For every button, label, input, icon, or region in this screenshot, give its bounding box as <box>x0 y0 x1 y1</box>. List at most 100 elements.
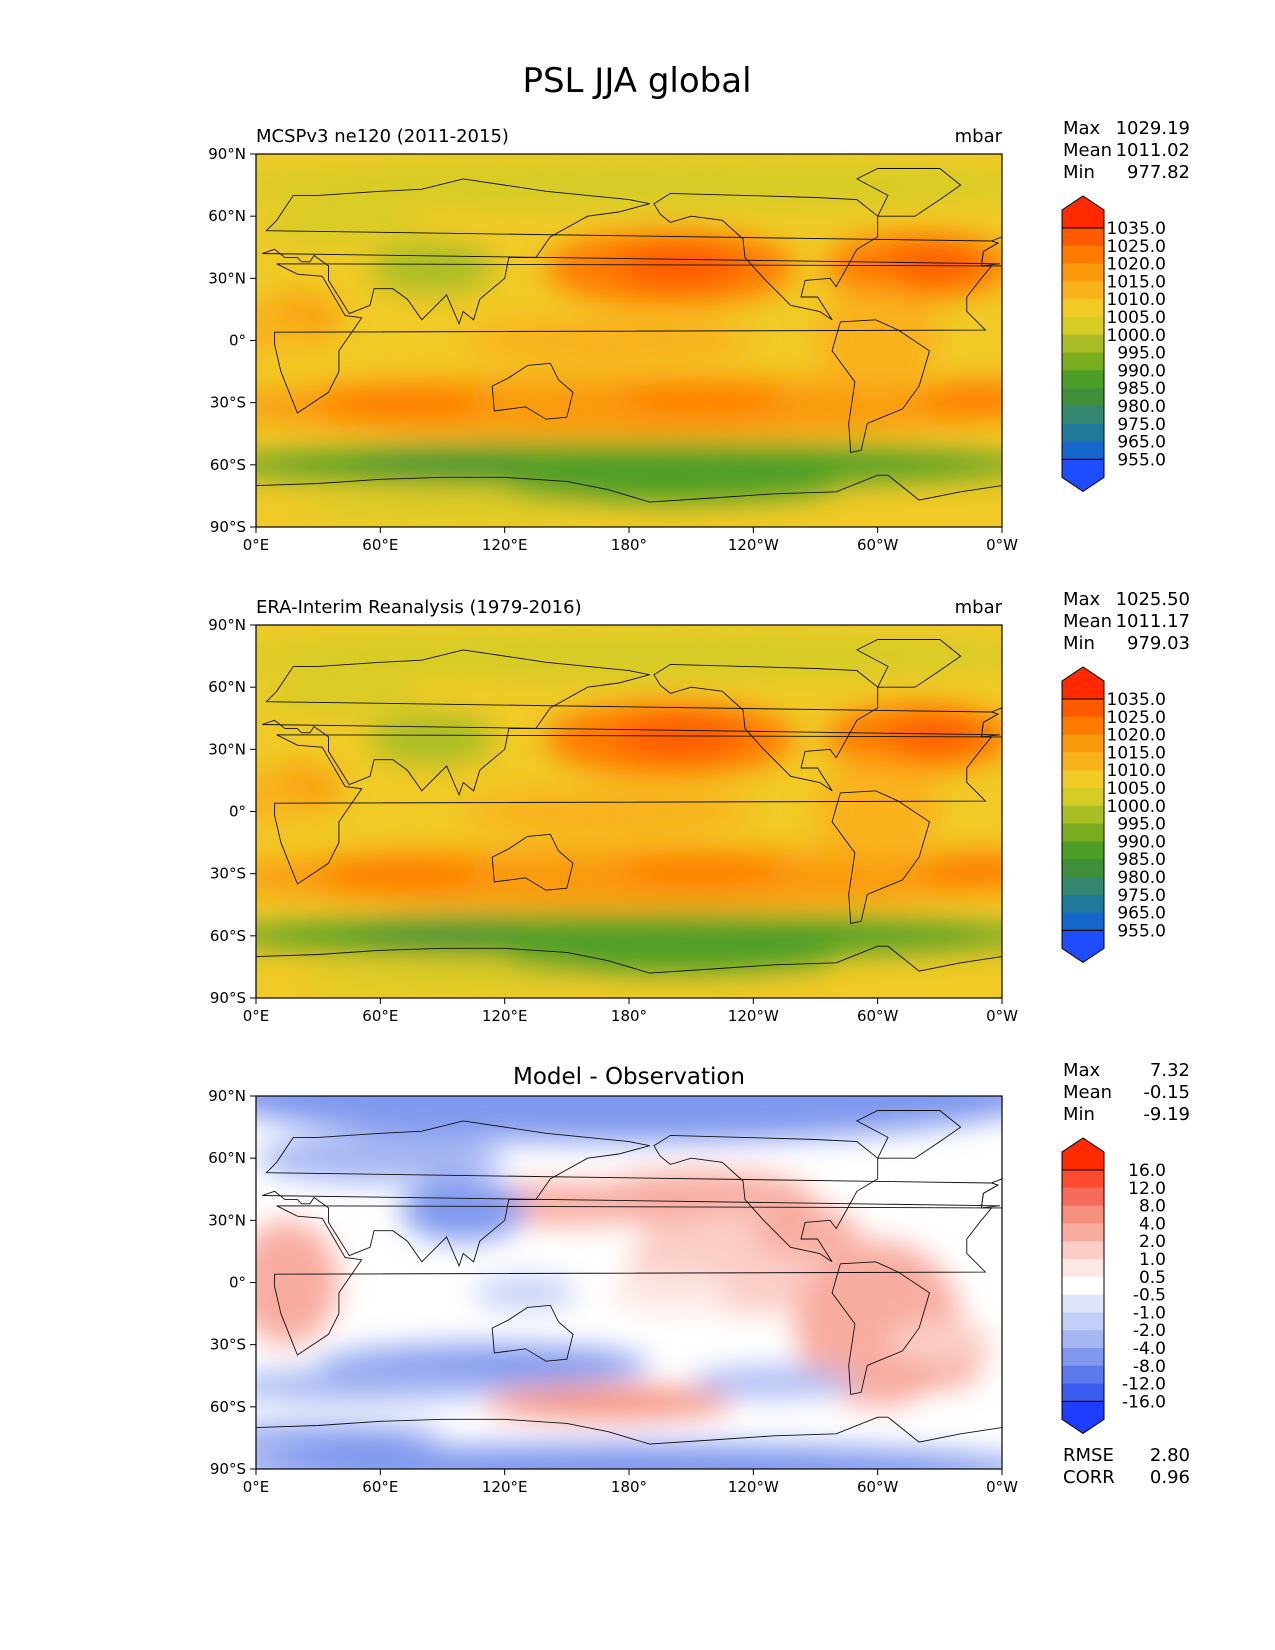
y-tick-label: 60°S <box>210 1398 246 1416</box>
colorbar-label: 995.0 <box>1117 344 1166 364</box>
y-tick-label: 90°S <box>210 989 246 1007</box>
field-region <box>504 468 837 503</box>
colorbar-swatch <box>1062 1312 1104 1331</box>
colorbar-extend-max <box>1061 666 1105 700</box>
x-tick-label: 180° <box>611 536 647 554</box>
y-tick-label: 60°N <box>208 678 246 696</box>
colorbar-swatch <box>1062 805 1104 825</box>
stat-label: Mean <box>1063 1082 1112 1103</box>
y-tick-label: 60°N <box>208 1149 246 1167</box>
coastline-greenland <box>855 168 962 217</box>
field-contours <box>256 631 1002 990</box>
coastline-antarctica <box>256 945 1002 998</box>
field-region <box>608 1272 733 1314</box>
coastline-europe_east <box>980 236 1002 267</box>
panel-obs: 0°E 60°E 120°E 180° 120°W 60°W 0°W 90°N 60°N 30°N… <box>208 589 1190 1025</box>
colorbar-swatch <box>1062 1294 1104 1313</box>
coastline-samerica <box>831 319 931 453</box>
colorbar-label: 1015.0 <box>1107 743 1166 763</box>
colorbar-label: 985.0 <box>1117 379 1166 399</box>
field-region <box>256 1096 1002 1142</box>
stat-value: 0.96 <box>1150 1467 1190 1488</box>
x-tick-label: 60°E <box>362 1478 398 1496</box>
colorbar-label: 990.0 <box>1117 832 1166 852</box>
field-region <box>297 493 588 519</box>
colorbar-outline <box>1061 698 1105 931</box>
colorbar-label: 12.0 <box>1128 1179 1166 1199</box>
x-tick-label: 120°E <box>482 1478 528 1496</box>
stat-value: 977.82 <box>1127 162 1190 183</box>
x-tick-label: 120°E <box>482 536 528 554</box>
colorbar-label: 965.0 <box>1117 904 1166 924</box>
x-tick-label: 180° <box>611 1478 647 1496</box>
colorbar-label: 975.0 <box>1117 415 1166 435</box>
colorbar-label: 955.0 <box>1117 921 1166 941</box>
stat-value: 1011.02 <box>1116 140 1190 161</box>
coastline-europe_east <box>980 707 1002 738</box>
stat-label: Min <box>1063 633 1095 654</box>
colorbar-label: -0.5 <box>1133 1286 1166 1306</box>
colorbar-label: -4.0 <box>1133 1339 1166 1359</box>
field-region <box>888 718 980 752</box>
y-tick-label: 90°S <box>210 1460 246 1478</box>
y-tick-label: 60°S <box>210 927 246 945</box>
colorbar-swatch <box>1062 352 1104 371</box>
colorbar-label: 1035.0 <box>1107 219 1166 239</box>
field-region <box>297 964 588 990</box>
x-tick-label: 120°W <box>728 536 779 554</box>
colorbar-swatch <box>1062 1205 1104 1224</box>
colorbar-swatch <box>1062 423 1104 443</box>
x-tick-label: 120°E <box>482 1007 528 1025</box>
field-region <box>691 1367 857 1397</box>
colorbar-swatch <box>1062 1223 1104 1242</box>
colorbar-swatch <box>1062 1383 1104 1402</box>
field-region <box>504 939 837 974</box>
field-region <box>618 245 743 287</box>
y-tick-label: 30°S <box>210 394 246 412</box>
coastline-eurasia <box>262 649 1000 797</box>
y-tick-label: 90°N <box>208 145 246 163</box>
field-region <box>815 288 940 393</box>
colorbar-swatch <box>1062 1348 1104 1367</box>
coastline-greenland <box>855 639 962 688</box>
coastline-eurasia <box>262 1120 1000 1268</box>
stat-value: 7.32 <box>1150 1060 1190 1081</box>
colorbar-label: -8.0 <box>1133 1357 1166 1377</box>
x-tick-label: 60°W <box>857 536 899 554</box>
field-region <box>359 450 526 472</box>
panel-left-title: MCSPv3 ne120 (2011-2015) <box>256 126 509 147</box>
colorbar-label: 1020.0 <box>1107 726 1166 746</box>
y-tick-label: 60°N <box>208 207 246 225</box>
colorbar-outline <box>1061 227 1105 460</box>
map-diff <box>256 1096 1002 1469</box>
field-region <box>815 759 940 864</box>
stat-value: 979.03 <box>1127 633 1190 654</box>
stat-label: Max <box>1063 589 1101 610</box>
colorbar-label: 975.0 <box>1117 886 1166 906</box>
colorbar-label: 995.0 <box>1117 815 1166 835</box>
colorbar-swatch <box>1062 734 1104 753</box>
y-tick-label: 30°N <box>208 1211 246 1229</box>
y-tick-label: 90°N <box>208 616 246 634</box>
stat-label: Max <box>1063 118 1101 139</box>
colorbar-swatch <box>1062 263 1104 282</box>
colorbar-label: 1005.0 <box>1107 779 1166 799</box>
colorbar-label: 0.5 <box>1139 1268 1166 1288</box>
field-region <box>318 386 484 420</box>
field-region <box>256 1425 443 1451</box>
y-tick-label: 30°S <box>210 865 246 883</box>
colorbar-extend-min <box>1061 929 1105 964</box>
stat-value: 1025.50 <box>1116 589 1190 610</box>
colorbar-label: 4.0 <box>1139 1214 1166 1234</box>
stat-value: 1011.17 <box>1116 611 1190 632</box>
stat-label: CORR <box>1063 1467 1115 1488</box>
stat-value: -0.15 <box>1143 1082 1190 1103</box>
field-region <box>359 921 526 943</box>
colorbar-extend-max <box>1061 195 1105 229</box>
field-region <box>753 1205 857 1256</box>
coastline-europe_east <box>980 1178 1002 1209</box>
colorbar-swatch <box>1062 912 1104 931</box>
field-region <box>256 160 1002 210</box>
colorbar-swatch <box>1062 1259 1104 1278</box>
figure-title: PSL JJA global <box>522 61 751 101</box>
